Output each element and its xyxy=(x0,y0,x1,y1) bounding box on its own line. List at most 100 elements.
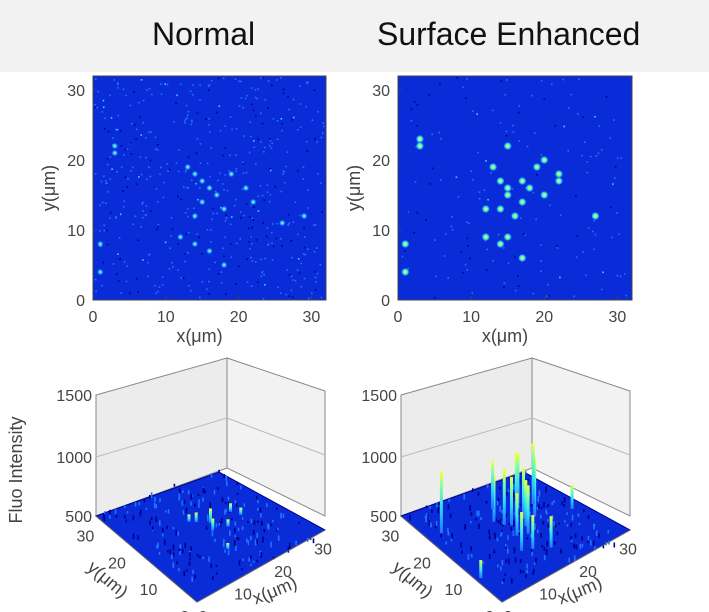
title-surface-enhanced: Surface Enhanced xyxy=(377,16,641,52)
normal3d-peak-1 xyxy=(194,512,198,523)
normal3d-ztick-0: 500 xyxy=(65,509,92,526)
normal-xtick-1: 10 xyxy=(157,309,175,326)
normal3d-peak-2 xyxy=(209,508,212,523)
title-normal: Normal xyxy=(152,16,256,52)
enhanced3d-front-edge-left xyxy=(400,515,503,603)
normal3d-peak-7 xyxy=(239,507,243,515)
enhanced-spot-23 xyxy=(540,155,549,165)
normal3d-ytick-3: 30 xyxy=(77,528,95,545)
enhanced-spot-17 xyxy=(481,232,490,242)
normal3d-peak-5 xyxy=(229,503,232,512)
enhanced-spot-9 xyxy=(532,162,542,172)
normal-spot-8 xyxy=(220,205,228,213)
normal3d-ztick-1: 1000 xyxy=(56,450,92,467)
normal-spot-1 xyxy=(111,149,119,157)
normal-spot-14 xyxy=(177,233,184,241)
normal3d-peak-3 xyxy=(226,519,230,527)
normal3d-xtick-2: 20 xyxy=(274,564,292,581)
normal-spot-16 xyxy=(206,247,213,255)
enhanced-spot-21 xyxy=(591,211,600,221)
normal-ylabel: y(μm) xyxy=(39,165,59,211)
normal-spot-10 xyxy=(227,170,235,178)
enhanced3d-ytick-0: 0 xyxy=(485,609,494,612)
enhanced3d-peak-8 xyxy=(515,493,519,536)
normal-spot-17 xyxy=(220,261,228,269)
enhanced-spot-4 xyxy=(496,176,505,186)
enhanced-ylabel: y(μm) xyxy=(344,165,364,211)
normal-ytick-2: 20 xyxy=(67,153,85,170)
normal3d-front-edge-left xyxy=(95,515,198,603)
enhanced-heatmap-bg xyxy=(397,75,633,301)
normal-spot-7 xyxy=(213,191,221,199)
enhanced-spot-6 xyxy=(503,190,512,200)
normal-spot-6 xyxy=(206,184,213,192)
enhanced3d-peak-0 xyxy=(439,471,443,534)
enhanced-spot-7 xyxy=(518,176,527,186)
normal-ytick-0: 0 xyxy=(76,293,85,310)
enhanced-xtick-3: 30 xyxy=(608,309,626,326)
normal3d-peak-0 xyxy=(187,514,191,522)
enhanced3d-ztick-0: 500 xyxy=(370,509,397,526)
normal-spot-11 xyxy=(198,198,206,206)
enhanced-spot-15 xyxy=(554,169,564,179)
enhanced3d-peak-11 xyxy=(531,443,535,505)
enhanced3d-front-edge-right xyxy=(501,529,631,603)
normal3d-peak-4 xyxy=(211,518,215,531)
enhanced3d-ytick-1: 10 xyxy=(445,582,463,599)
enhanced-spot-14 xyxy=(540,190,549,200)
enhanced-spot-8 xyxy=(525,183,534,193)
normal-spot-4 xyxy=(191,170,199,178)
enhanced3d-ztick-1: 1000 xyxy=(361,450,397,467)
enhanced-spot-3 xyxy=(488,162,498,172)
enhanced-spot-19 xyxy=(503,232,512,242)
enhanced-spot-5 xyxy=(503,183,512,193)
normal3d-xtick-3: 30 xyxy=(314,542,332,559)
normal-spot-18 xyxy=(278,219,286,227)
enhanced3d-peak-4 xyxy=(514,453,518,518)
normal-ytick-3: 30 xyxy=(67,83,85,100)
normal3d-front-edge-right xyxy=(196,529,326,603)
enhanced3d-grid-right xyxy=(531,417,631,456)
enhanced3d-peak-17 xyxy=(491,460,495,510)
enhanced3d-ytick-3: 30 xyxy=(382,528,400,545)
enhanced3d-xtick-0: 0 xyxy=(504,609,513,612)
normal3d-grid-left xyxy=(95,417,228,458)
enhanced-spot-12 xyxy=(481,204,490,214)
normal-heatmap-noise xyxy=(94,77,325,300)
normal3d-xtick-1: 10 xyxy=(234,587,252,604)
enhanced-xtick-0: 0 xyxy=(394,309,403,326)
enhanced3d-peak-12 xyxy=(520,512,524,551)
normal-spot-0 xyxy=(111,142,119,150)
normal-spot-13 xyxy=(249,198,257,206)
enhanced-spot-0 xyxy=(415,134,425,144)
enhanced3d-xtick-1: 10 xyxy=(539,587,557,604)
enhanced-spot-11 xyxy=(496,204,505,214)
enhanced-spot-24 xyxy=(503,141,512,151)
normal-spot-15 xyxy=(191,240,199,248)
normal-spot-9 xyxy=(191,212,199,220)
normal-xlabel: x(μm) xyxy=(176,326,222,346)
normal-spot-19 xyxy=(300,212,308,220)
enhanced3d-peak-14 xyxy=(549,516,553,548)
normal3d-ytick-0: 0 xyxy=(180,609,189,612)
normal3d-ztick-2: 1500 xyxy=(56,388,92,405)
enhanced3d-peak-6 xyxy=(516,452,520,509)
normal-spot-20 xyxy=(96,268,104,276)
normal-spot-12 xyxy=(242,184,250,192)
enhanced-ytick-0: 0 xyxy=(381,293,390,310)
normal-xtick-3: 30 xyxy=(303,309,321,326)
enhanced-spot-18 xyxy=(496,239,505,249)
enhanced3d-peak-2 xyxy=(502,469,506,525)
enhanced3d-xtick-2: 20 xyxy=(579,564,597,581)
enhanced-ytick-3: 30 xyxy=(372,83,390,100)
normal-spot-3 xyxy=(184,163,192,171)
normal-xtick-2: 20 xyxy=(230,309,248,326)
normal3d-zlabel: Fluo Intensity xyxy=(6,416,26,523)
enhanced3d-ztick-2: 1500 xyxy=(361,388,397,405)
enhanced-spot-1 xyxy=(415,141,425,151)
normal3d-peak-6 xyxy=(226,543,230,549)
enhanced3d-xtick-3: 30 xyxy=(619,542,637,559)
normal3d-ytick-2: 20 xyxy=(108,555,126,572)
enhanced-xlabel: x(μm) xyxy=(482,326,528,346)
